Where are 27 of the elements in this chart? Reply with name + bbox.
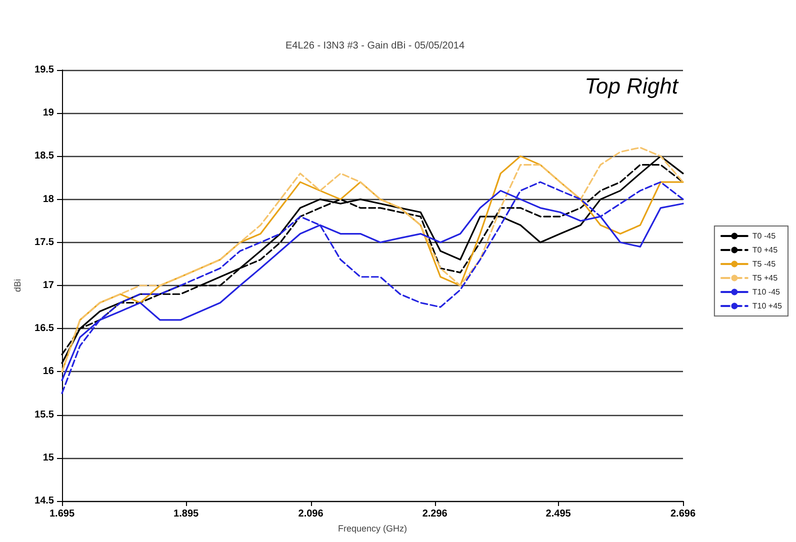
y-tick-label: 15 — [42, 452, 54, 464]
x-tick-label: 1.895 — [174, 508, 200, 520]
x-tick-label: 2.296 — [422, 508, 448, 520]
legend-label: T10 -45 — [752, 288, 781, 296]
chart-title: E4L26 - I3N3 #3 - Gain dBi - 05/05/2014 — [285, 40, 465, 52]
x-tick-label: 2.495 — [546, 508, 572, 520]
y-tick-label: 17 — [42, 280, 54, 291]
y-tick-label: 17.5 — [34, 236, 54, 248]
legend-label: T0 -45 — [752, 232, 776, 240]
x-axis-title: Frequency (GHz) — [338, 523, 408, 534]
y-tick-label: 14.5 — [34, 496, 54, 506]
y-tick-label: 18.5 — [34, 150, 54, 162]
y-tick-label: 15.5 — [34, 409, 54, 420]
y-axis-title: dBi — [12, 278, 22, 292]
y-tick-label: 16 — [42, 366, 54, 378]
legend-label: T5 -45 — [752, 260, 776, 268]
legend-label: T0 +45 — [752, 246, 778, 254]
y-tick-label: 19 — [42, 108, 54, 119]
legend-label: T10 +45 — [752, 302, 783, 310]
x-tick-label: 2.096 — [298, 508, 324, 520]
legend-label: T5 +45 — [752, 274, 778, 282]
annotation: Top Right — [584, 74, 679, 98]
y-tick-label: 16.5 — [34, 323, 54, 334]
y-tick-label: 19.5 — [34, 64, 54, 76]
y-tick-label: 18 — [42, 194, 54, 205]
x-tick-label: 2.696 — [670, 508, 696, 520]
x-tick-label: 1.695 — [49, 508, 75, 520]
